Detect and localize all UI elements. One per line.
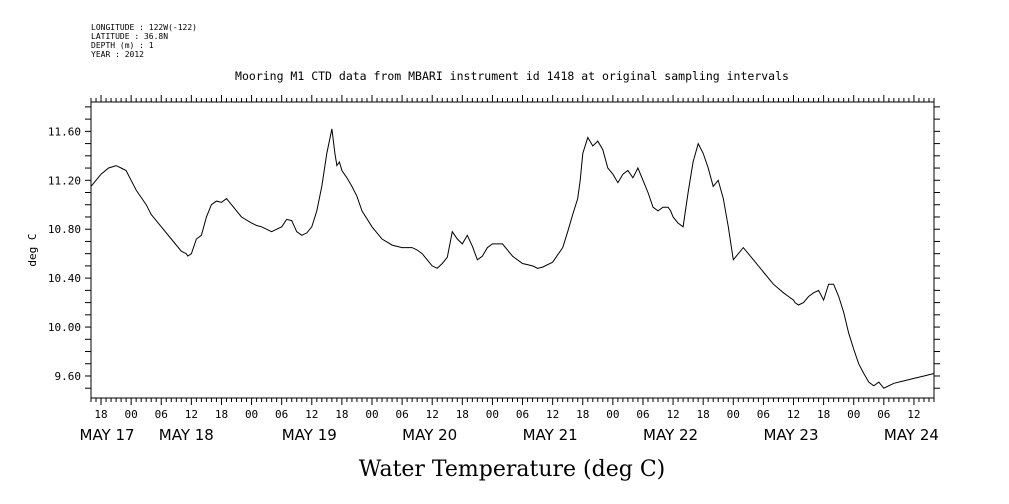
x-axis-title: Water Temperature (deg C): [359, 457, 666, 482]
latitude-text: LATITUDE : 36.8N: [91, 32, 168, 41]
x-tick-label: 18: [697, 408, 710, 421]
day-label: MAY 17: [80, 426, 135, 444]
x-tick-label: 00: [727, 408, 740, 421]
x-tick-label: 06: [757, 408, 770, 421]
x-tick-label: 06: [516, 408, 529, 421]
year-text: YEAR : 2012: [91, 50, 144, 59]
y-axis-ticks: [85, 106, 940, 389]
x-tick-label: 00: [486, 408, 499, 421]
x-tick-label: 18: [215, 408, 228, 421]
y-tick-label: 11.20: [48, 174, 81, 187]
top-minor-ticks: [90, 95, 935, 102]
x-tick-label: 06: [395, 408, 408, 421]
depth-text: DEPTH (m) : 1: [91, 41, 154, 50]
x-tick-label: 18: [94, 408, 107, 421]
x-tick-label: 12: [787, 408, 800, 421]
x-axis-hour-labels: 18 00 06 12 18 00 06 12 18 00 06 12 18 00 06 12 18 00 06 12…: [94, 408, 920, 421]
day-label: MAY 18: [159, 426, 214, 444]
x-tick-label: 12: [666, 408, 679, 421]
x-tick-label: 12: [185, 408, 198, 421]
x-tick-label: 18: [335, 408, 348, 421]
metadata-block: LONGITUDE : 122W(-122) LATITUDE : 36.8N …: [91, 23, 197, 59]
longitude-text: LONGITUDE : 122W(-122): [91, 23, 197, 32]
x-tick-label: 12: [907, 408, 920, 421]
plot-frame: [90, 101, 935, 399]
y-tick-label: 10.40: [48, 272, 81, 285]
x-tick-label: 12: [426, 408, 439, 421]
y-tick-label: 11.60: [48, 125, 81, 138]
y-tick-label: 10.80: [48, 223, 81, 236]
x-tick-label: 00: [245, 408, 258, 421]
x-tick-label: 12: [546, 408, 559, 421]
day-label: MAY 21: [523, 426, 578, 444]
x-tick-label: 18: [817, 408, 830, 421]
x-tick-label: 00: [125, 408, 138, 421]
y-tick-label: 10.00: [48, 321, 81, 334]
x-tick-label: 00: [847, 408, 860, 421]
day-label: MAY 22: [643, 426, 698, 444]
day-label: MAY 19: [282, 426, 337, 444]
x-tick-label: 06: [275, 408, 288, 421]
day-label: MAY 24: [884, 426, 939, 444]
x-tick-label: 06: [877, 408, 890, 421]
x-tick-label: 12: [305, 408, 318, 421]
day-label: MAY 23: [763, 426, 818, 444]
y-axis-title: deg C: [26, 233, 39, 266]
x-tick-label: 00: [365, 408, 378, 421]
day-label: MAY 20: [402, 426, 457, 444]
x-tick-label: 00: [606, 408, 619, 421]
x-tick-label: 06: [155, 408, 168, 421]
x-tick-label: 06: [636, 408, 649, 421]
bottom-minor-ticks: [90, 398, 935, 405]
y-tick-label: 9.60: [55, 370, 82, 383]
chart-title: Mooring M1 CTD data from MBARI instrumen…: [235, 69, 789, 83]
x-axis-day-labels: MAY 17 MAY 18 MAY 19 MAY 20 MAY 21 MAY 22 MAY …: [80, 426, 939, 444]
temperature-series-line: [90, 128, 935, 389]
y-axis-labels: 9.60 10.00 10.40 10.80 11.20 11.60: [48, 125, 81, 383]
x-tick-label: 18: [576, 408, 589, 421]
x-tick-label: 18: [456, 408, 469, 421]
